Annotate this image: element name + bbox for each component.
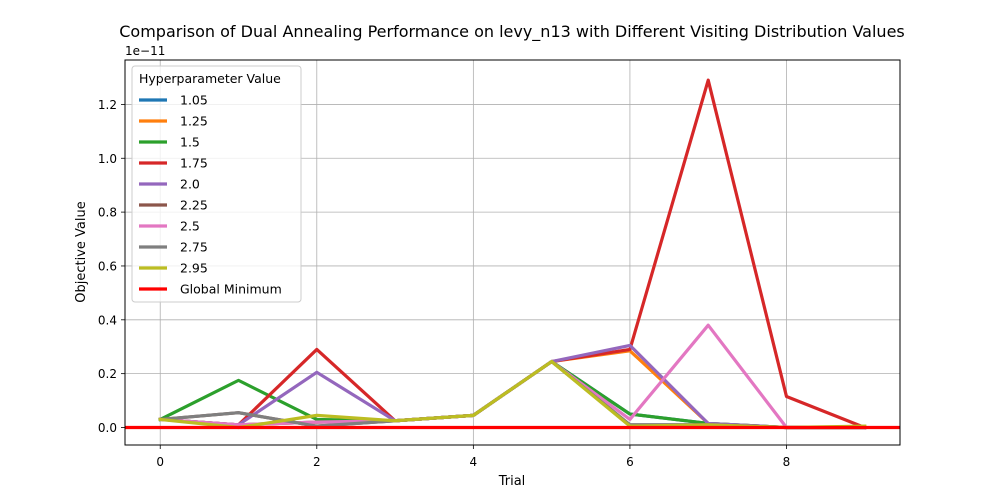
legend-entry-label: 2.95 — [180, 261, 208, 276]
y-tick-label: 0.0 — [98, 421, 117, 435]
y-tick-label: 0.4 — [98, 313, 117, 327]
legend-entry-label: 1.25 — [180, 114, 208, 129]
legend: Hyperparameter Value 1.05 1.25 1.5 1.75 2.0 2… — [131, 65, 302, 303]
legend-entry-label: Global Minimum — [180, 282, 282, 297]
legend-entry-label: 1.75 — [180, 156, 208, 171]
legend-entry-label: 2.75 — [180, 240, 208, 255]
legend-entry-label: 2.0 — [180, 177, 200, 192]
plot-area — [125, 78, 900, 430]
y-tick-label: 0.8 — [98, 206, 117, 220]
legend-entry-label: 2.5 — [180, 219, 200, 234]
legend-title: Hyperparameter Value — [139, 71, 281, 86]
x-tick-label: 0 — [156, 455, 164, 469]
legend-entry-label: 1.05 — [180, 93, 208, 108]
chart-title: Comparison of Dual Annealing Performance… — [119, 22, 905, 42]
legend-box — [131, 65, 302, 303]
y-tick-label: 1.0 — [98, 152, 117, 166]
y-axis-label: Objective Value — [74, 201, 89, 302]
legend-entry-label: 2.25 — [180, 198, 208, 213]
y-offset-label: 1e−11 — [125, 44, 165, 58]
axis-ticks: 0 2 4 6 8 0.0 0.2 0.4 0.6 0.8 1.0 1.2 — [98, 98, 790, 469]
x-tick-label: 4 — [470, 455, 478, 469]
y-tick-label: 0.6 — [98, 259, 117, 273]
plot-frame — [124, 59, 901, 446]
legend-entry-label: 1.5 — [180, 135, 200, 150]
x-tick-label: 6 — [626, 455, 634, 469]
y-tick-label: 0.2 — [98, 367, 117, 381]
x-tick-label: 8 — [783, 455, 791, 469]
y-tick-label: 1.2 — [98, 98, 117, 112]
x-tick-label: 2 — [313, 455, 321, 469]
x-axis-label: Trial — [498, 474, 526, 489]
